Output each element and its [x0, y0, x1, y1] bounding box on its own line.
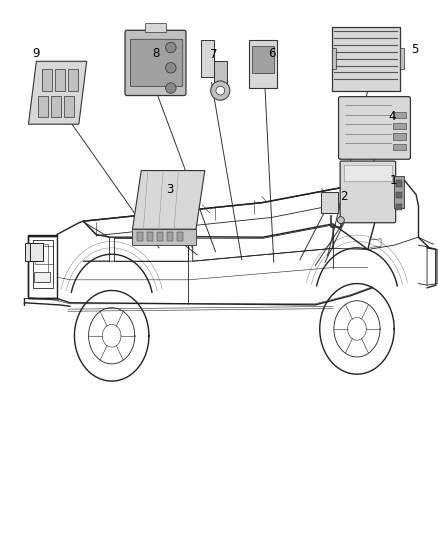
Text: 5: 5 [412, 43, 419, 55]
Bar [137, 232, 143, 241]
Bar [252, 46, 273, 73]
Circle shape [166, 42, 176, 53]
Bar [393, 133, 406, 140]
Bar [51, 96, 61, 117]
Bar [332, 48, 336, 69]
Bar [147, 232, 153, 241]
Circle shape [211, 81, 230, 100]
Text: 9: 9 [32, 47, 40, 60]
Bar [249, 40, 277, 88]
FancyBboxPatch shape [131, 39, 183, 86]
Bar [394, 176, 404, 208]
Bar [393, 144, 406, 150]
FancyBboxPatch shape [339, 96, 410, 159]
Bar [393, 123, 406, 129]
Bar [201, 40, 214, 77]
Text: 1: 1 [389, 174, 397, 187]
Bar [34, 272, 50, 282]
Bar [344, 165, 392, 181]
Bar [132, 229, 196, 245]
Circle shape [166, 83, 176, 93]
Bar [64, 96, 74, 117]
Text: 8: 8 [153, 47, 160, 60]
Polygon shape [28, 61, 87, 124]
Bar [393, 112, 406, 118]
Bar [396, 192, 402, 198]
Bar [321, 192, 338, 213]
Polygon shape [214, 61, 227, 83]
Text: 3: 3 [166, 183, 173, 196]
Bar [55, 69, 65, 91]
Bar [38, 96, 48, 117]
Text: 2: 2 [340, 190, 348, 203]
Bar [25, 243, 30, 261]
Bar [177, 232, 183, 241]
Bar [157, 232, 163, 241]
Text: 7: 7 [209, 48, 217, 61]
Bar [396, 204, 402, 210]
Bar [167, 232, 173, 241]
Text: 6: 6 [268, 47, 276, 60]
Bar [42, 69, 52, 91]
Circle shape [166, 62, 176, 73]
Text: 4: 4 [388, 110, 396, 123]
Bar [399, 48, 404, 69]
Circle shape [216, 86, 225, 95]
Bar [332, 27, 399, 91]
FancyBboxPatch shape [340, 161, 396, 223]
FancyBboxPatch shape [125, 30, 186, 95]
Bar [396, 180, 402, 187]
Bar [145, 22, 166, 32]
Bar [30, 243, 43, 261]
Circle shape [337, 216, 344, 224]
Polygon shape [132, 171, 205, 229]
Bar [68, 69, 78, 91]
